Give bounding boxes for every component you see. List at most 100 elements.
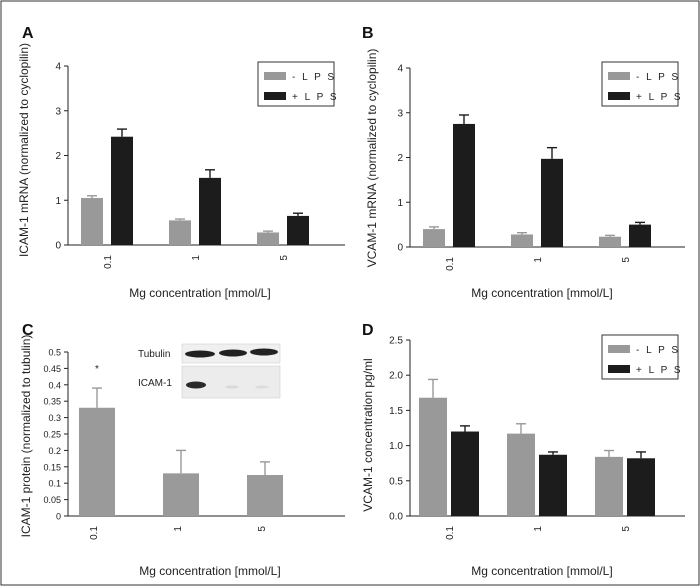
legend-swatch [608, 72, 630, 80]
x-tick-label: 1 [191, 255, 202, 261]
panel-d-letter: D [362, 322, 374, 339]
y-tick-label: 4 [397, 64, 403, 75]
y-tick-label: 0.5 [389, 476, 403, 487]
y-tick-label: 2 [55, 151, 61, 162]
legend: - L P S + L P S [601, 334, 683, 380]
blot-band-tubulin-2 [219, 349, 247, 357]
bar [451, 431, 479, 516]
panel-a-letter: A [22, 25, 34, 42]
legend-swatch [264, 92, 286, 100]
bar [257, 232, 279, 245]
x-tick-label: 0.1 [89, 526, 100, 540]
panel-a-xlabel: Mg concentration [mmol/L] [129, 286, 270, 300]
y-tick-label: 0.35 [43, 397, 61, 407]
y-tick-label: 0.3 [48, 413, 61, 423]
y-tick-label: 0.4 [48, 380, 61, 390]
bar [111, 136, 133, 245]
panel-c: C ICAM-1 protein (normalized to tubulin)… [19, 322, 345, 578]
y-tick-label: 1 [55, 196, 61, 207]
bar [511, 234, 533, 247]
panel-b-xlabel: Mg concentration [mmol/L] [471, 286, 612, 300]
bar [79, 407, 115, 516]
legend-swatch [608, 92, 630, 100]
y-tick-label: 0.2 [48, 446, 61, 456]
legend-label: + L P S [636, 92, 683, 103]
panel-d: D VCAM-1 concentration pg/ml Mg concentr… [361, 322, 685, 578]
panel-b-plot: 0 1 2 3 4 0.1 1 5 - L P S + L P S [397, 61, 685, 271]
panel-d-xlabel: Mg concentration [mmol/L] [471, 564, 612, 578]
y-tick-label: 0.45 [43, 364, 61, 374]
y-tick-label: 2.0 [389, 371, 403, 382]
bar [169, 220, 191, 245]
legend-swatch [608, 365, 630, 373]
blot-band-icam1-2 [225, 385, 239, 389]
bar [595, 456, 623, 516]
y-tick-label: 0 [397, 243, 403, 254]
western-blot-inset: Tubulin ICAM-1 [138, 343, 281, 399]
blot-band-icam1-3 [255, 385, 269, 389]
bar [287, 215, 309, 245]
bar [81, 198, 103, 245]
panel-b: B VCAM-1 mRNA (normalized to cyclopilin)… [362, 25, 685, 300]
blot-band-tubulin-3 [250, 348, 278, 356]
bar [419, 397, 447, 516]
blot-label-icam1: ICAM-1 [138, 378, 172, 389]
blot-band-tubulin-1 [185, 350, 215, 358]
bar [163, 473, 199, 516]
x-tick-label: 1 [533, 526, 544, 532]
bar [539, 454, 567, 516]
y-tick-label: 0 [55, 241, 61, 252]
bar [507, 433, 535, 516]
legend: - L P S + L P S [257, 61, 339, 107]
y-tick-label: 0.15 [43, 462, 61, 472]
legend-swatch [608, 345, 630, 353]
panel-b-ylabel: VCAM-1 mRNA (normalized to cyclopilin) [365, 49, 379, 268]
bar [199, 177, 221, 245]
y-tick-label: 0.05 [43, 495, 61, 505]
y-tick-label: 4 [55, 62, 61, 73]
panel-b-letter: B [362, 25, 374, 42]
x-tick-label: 0.1 [445, 257, 456, 271]
panel-d-ylabel: VCAM-1 concentration pg/ml [361, 358, 375, 511]
x-tick-label: 0.1 [103, 255, 114, 269]
bar [627, 458, 655, 516]
x-tick-label: 5 [621, 526, 632, 532]
panel-a: A ICAM-1 mRNA (normalized to cyclopilin)… [17, 25, 345, 300]
panel-c-letter: C [22, 322, 34, 339]
bar [423, 229, 445, 247]
x-tick-label: 1 [173, 526, 184, 532]
bar [541, 158, 563, 247]
x-tick-label: 5 [621, 257, 632, 263]
y-tick-label: 1 [397, 198, 403, 209]
legend: - L P S + L P S [601, 61, 683, 107]
y-tick-label: 0 [56, 512, 61, 522]
y-tick-label: 3 [55, 106, 61, 117]
y-tick-label: 0.5 [48, 348, 61, 358]
legend-label: - L P S [636, 72, 680, 83]
panel-a-ylabel: ICAM-1 mRNA (normalized to cyclopilin) [17, 43, 31, 257]
panel-d-plot: 0.0 0.5 1.0 1.5 2.0 2.5 0.1 1 5 - L P S + L P S [389, 334, 685, 540]
bar [453, 123, 475, 247]
panel-c-ylabel: ICAM-1 protein (normalized to tubulin) [19, 335, 33, 538]
significance-asterisk: * [95, 364, 99, 375]
panel-a-plot: 0 1 2 3 4 0.1 1 5 - L P S + L P S [55, 61, 345, 269]
legend-swatch [264, 72, 286, 80]
bar [599, 236, 621, 247]
y-tick-label: 1.0 [389, 441, 403, 452]
y-tick-label: 0.1 [48, 479, 61, 489]
y-tick-label: 3 [397, 108, 403, 119]
legend-label: + L P S [636, 365, 683, 376]
y-tick-label: 0.25 [43, 430, 61, 440]
y-tick-label: 2 [397, 153, 403, 164]
legend-label: - L P S [636, 345, 680, 356]
legend-label: - L P S [292, 72, 336, 83]
legend-label: + L P S [292, 92, 339, 103]
y-tick-label: 1.5 [389, 406, 403, 417]
x-tick-label: 1 [533, 257, 544, 263]
bar [247, 475, 283, 516]
x-tick-label: 5 [279, 255, 290, 261]
bar [629, 224, 651, 247]
blot-label-tubulin: Tubulin [138, 349, 170, 360]
